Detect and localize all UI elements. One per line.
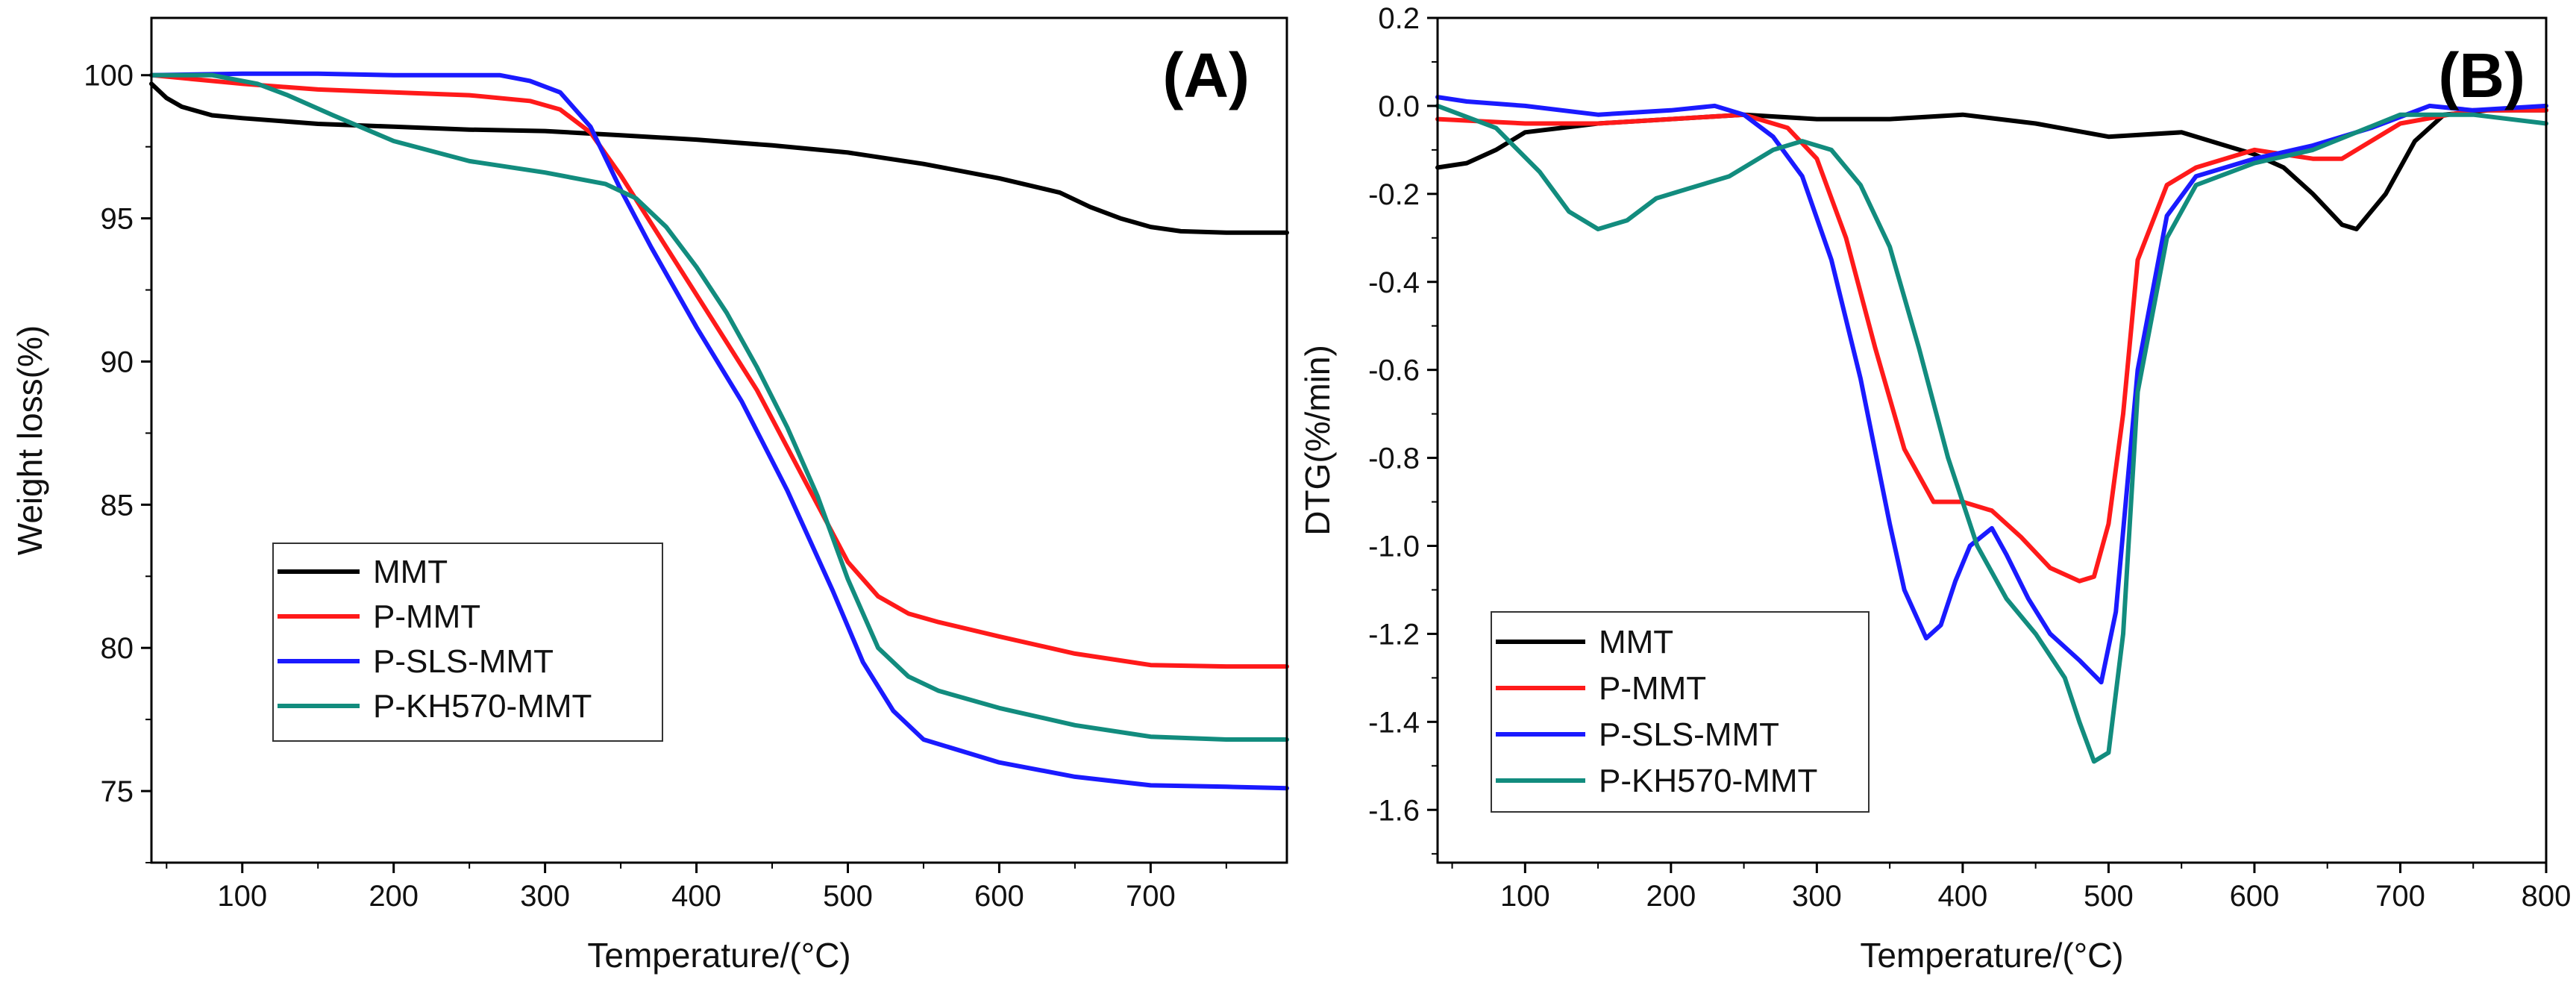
panel-b-x-axis-ticks: 100 200 300 400 500 600 700 800 — [1451, 863, 2572, 913]
panel-a-series-line-mmt — [149, 81, 1289, 235]
legend-label-p-kh570-mmt: P-KH570-MMT — [373, 688, 592, 725]
y-tick-label: -1.0 — [1368, 531, 1420, 563]
y-tick-label: 75 — [101, 775, 134, 808]
y-tick-label: 0.0 — [1378, 90, 1420, 123]
panel-a-x-axis-title: Temperature/(°C) — [587, 936, 850, 975]
x-tick-label: 300 — [520, 880, 570, 913]
x-tick-label: 300 — [1792, 880, 1842, 913]
x-tick-label: 700 — [2375, 880, 2425, 913]
legend-label-mmt: MMT — [373, 554, 448, 590]
x-tick-label: 200 — [369, 880, 419, 913]
panel-b-series-group — [1435, 95, 2548, 764]
y-tick-label: -0.6 — [1368, 354, 1420, 387]
panel-a-label: (A) — [1162, 40, 1250, 110]
x-tick-label: 800 — [2522, 880, 2572, 913]
x-tick-label: 400 — [1938, 880, 1988, 913]
legend-label-p-kh570-mmt: P-KH570-MMT — [1599, 763, 1817, 799]
x-tick-label: 400 — [671, 880, 721, 913]
panel-b-plot-frame — [1436, 16, 2548, 864]
y-tick-label: 90 — [101, 346, 134, 378]
panel-b-label: (B) — [2438, 40, 2525, 110]
x-tick-label: 500 — [2084, 880, 2134, 913]
legend-label-p-sls-mmt: P-SLS-MMT — [1599, 716, 1779, 753]
y-tick-label: 80 — [101, 632, 134, 665]
legend-label-p-mmt: P-MMT — [373, 598, 480, 635]
panel-b-y-axis-title: DTG(%/min) — [1298, 345, 1337, 536]
panel-a-series-line-p-mmt — [149, 72, 1289, 669]
x-tick-label: 600 — [2230, 880, 2280, 913]
y-tick-label: 85 — [101, 489, 134, 522]
y-tick-label: -1.4 — [1368, 706, 1420, 739]
panel-b-legend: MMT P-MMT P-SLS-MMT P-KH570-MMT — [1491, 611, 1870, 813]
x-tick-label: 100 — [1500, 880, 1550, 913]
y-tick-label: 100 — [84, 60, 134, 93]
panel-b-x-axis-title: Temperature/(°C) — [1860, 936, 2123, 975]
x-tick-label: 200 — [1646, 880, 1696, 913]
x-tick-label: 600 — [974, 880, 1024, 913]
legend-label-mmt: MMT — [1599, 624, 1673, 660]
x-tick-label: 100 — [217, 880, 267, 913]
x-tick-label: 700 — [1126, 880, 1176, 913]
panel-a-plot-frame — [150, 16, 1288, 864]
panel-b: 100 200 300 400 500 600 700 800 0.2 0.0 -0.2 -0.4 -… — [1298, 2, 2571, 975]
panel-a-series-line-p-kh570-mmt — [149, 72, 1289, 742]
x-tick-label: 500 — [823, 880, 873, 913]
panel-b-series-line-p-sls-mmt — [1435, 95, 2548, 685]
y-tick-label: 95 — [101, 203, 134, 236]
y-tick-label: -1.2 — [1368, 618, 1420, 651]
y-tick-label: -0.2 — [1368, 178, 1420, 211]
y-tick-label: -0.4 — [1368, 266, 1420, 299]
panel-a-y-axis-ticks: 75 80 85 90 95 100 — [84, 60, 151, 863]
legend-label-p-mmt: P-MMT — [1599, 670, 1706, 707]
panel-a-legend: MMT P-MMT P-SLS-MMT P-KH570-MMT — [272, 543, 663, 742]
y-tick-label: -0.8 — [1368, 443, 1420, 475]
y-tick-label: 0.2 — [1378, 2, 1420, 35]
panel-b-y-axis-ticks: 0.2 0.0 -0.2 -0.4 -0.6 -0.8 -1.0 -1.2 -1.4 -1.6 — [1368, 2, 1438, 855]
legend-label-p-sls-mmt: P-SLS-MMT — [373, 643, 554, 680]
panel-a-x-axis-ticks: 100 200 300 400 500 600 700 — [166, 863, 1227, 913]
panel-a-series-line-p-sls-mmt — [149, 71, 1289, 791]
panel-b-series-line-p-kh570-mmt — [1435, 103, 2548, 764]
y-tick-label: -1.6 — [1368, 794, 1420, 827]
panel-a-series-group — [149, 71, 1289, 791]
panel-a-y-axis-title: Weight loss(%) — [10, 325, 49, 555]
